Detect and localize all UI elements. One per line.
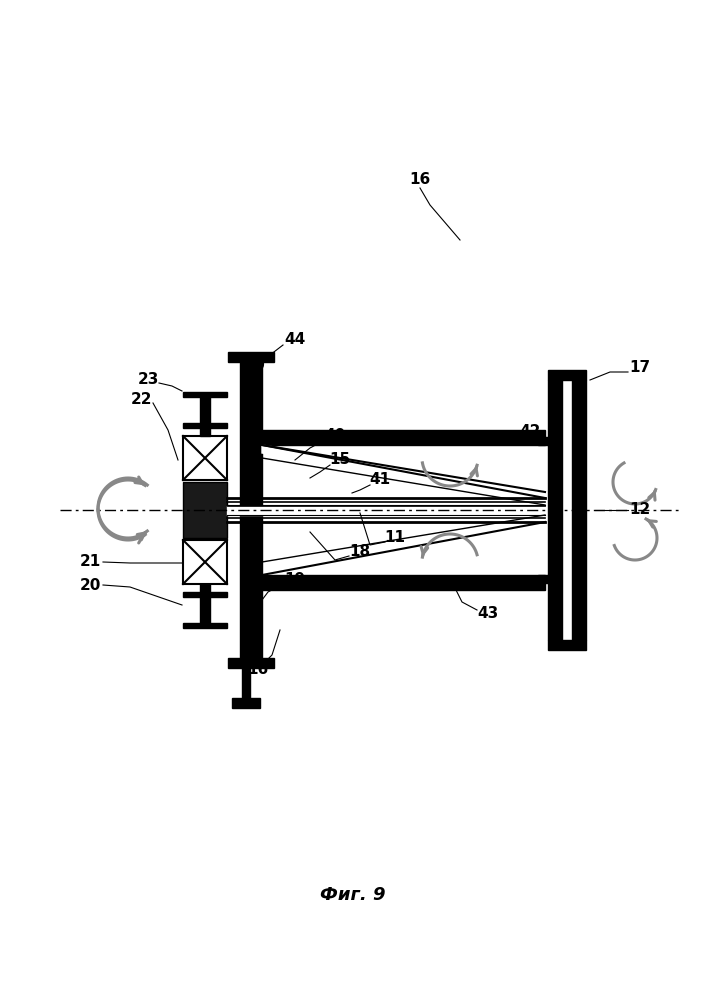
Text: 16: 16 — [247, 662, 269, 678]
Text: 43: 43 — [477, 605, 498, 620]
Text: 22: 22 — [132, 392, 153, 408]
Text: 12: 12 — [629, 502, 650, 518]
Bar — [200, 397, 210, 423]
Bar — [548, 380, 562, 640]
Text: 44: 44 — [284, 332, 305, 348]
Text: 19: 19 — [245, 358, 266, 372]
Bar — [200, 584, 210, 592]
Bar — [183, 540, 227, 584]
Bar — [262, 430, 545, 445]
Bar — [183, 482, 227, 538]
Bar — [183, 592, 227, 597]
Bar — [228, 658, 274, 668]
Text: 16: 16 — [409, 172, 431, 188]
Text: 20: 20 — [79, 578, 100, 592]
Bar — [548, 640, 586, 650]
Text: 23: 23 — [137, 372, 158, 387]
Text: 40: 40 — [325, 428, 346, 442]
Text: 21: 21 — [79, 554, 100, 570]
Bar — [538, 437, 548, 445]
Bar — [200, 597, 210, 623]
Text: 17: 17 — [629, 360, 650, 375]
Text: 18: 18 — [349, 544, 370, 560]
Bar — [200, 428, 210, 436]
Bar — [548, 370, 586, 380]
Polygon shape — [262, 445, 545, 498]
Text: 42: 42 — [520, 424, 541, 440]
Bar — [183, 423, 227, 428]
Bar — [240, 362, 262, 658]
Bar — [242, 668, 250, 698]
Bar — [262, 575, 545, 590]
Text: 15: 15 — [329, 452, 351, 468]
Bar — [572, 380, 586, 640]
Bar — [183, 392, 227, 397]
Bar — [183, 436, 227, 480]
Bar — [538, 575, 548, 583]
Text: 19: 19 — [284, 572, 305, 587]
Text: 41: 41 — [370, 473, 390, 488]
Text: Фиг. 9: Фиг. 9 — [320, 886, 386, 904]
Bar — [232, 698, 260, 708]
Bar — [183, 623, 227, 628]
Text: 11: 11 — [385, 530, 406, 546]
Bar — [228, 352, 274, 362]
